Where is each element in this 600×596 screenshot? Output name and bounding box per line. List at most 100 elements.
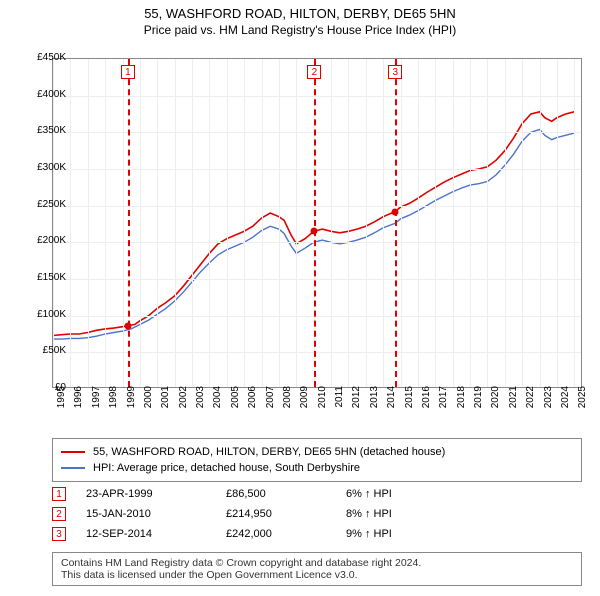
grid-h bbox=[53, 316, 581, 317]
grid-v bbox=[70, 59, 71, 387]
x-tick-label: 2006 bbox=[247, 386, 258, 426]
event-price-2: £214,950 bbox=[226, 508, 346, 520]
event-marker-3: 3 bbox=[52, 527, 66, 541]
x-tick-label: 2012 bbox=[351, 386, 362, 426]
grid-v bbox=[279, 59, 280, 387]
legend-swatch-property bbox=[61, 451, 85, 453]
x-tick-label: 1996 bbox=[73, 386, 84, 426]
grid-v bbox=[540, 59, 541, 387]
grid-v bbox=[557, 59, 558, 387]
x-tick-label: 2002 bbox=[178, 386, 189, 426]
legend-item-property: 55, WASHFORD ROAD, HILTON, DERBY, DE65 5… bbox=[61, 444, 573, 460]
x-tick-label: 2022 bbox=[525, 386, 536, 426]
grid-v bbox=[88, 59, 89, 387]
x-tick-label: 2003 bbox=[195, 386, 206, 426]
legend-label-hpi: HPI: Average price, detached house, Sout… bbox=[93, 462, 360, 474]
x-tick-label: 2013 bbox=[369, 386, 380, 426]
grid-v bbox=[348, 59, 349, 387]
legend-label-property: 55, WASHFORD ROAD, HILTON, DERBY, DE65 5… bbox=[93, 446, 445, 458]
marker-number-box: 2 bbox=[307, 65, 321, 79]
grid-v bbox=[123, 59, 124, 387]
grid-h bbox=[53, 206, 581, 207]
x-tick-label: 2020 bbox=[490, 386, 501, 426]
grid-v bbox=[209, 59, 210, 387]
x-tick-label: 2014 bbox=[386, 386, 397, 426]
grid-v bbox=[574, 59, 575, 387]
event-pct-3: 9% ↑ HPI bbox=[346, 528, 466, 540]
marker-number-box: 3 bbox=[388, 65, 402, 79]
y-tick-label: £400K bbox=[16, 89, 66, 100]
event-price-3: £242,000 bbox=[226, 528, 346, 540]
event-marker-1: 1 bbox=[52, 487, 66, 501]
x-tick-label: 1995 bbox=[56, 386, 67, 426]
x-tick-label: 2024 bbox=[560, 386, 571, 426]
grid-h bbox=[53, 352, 581, 353]
x-tick-label: 2007 bbox=[265, 386, 276, 426]
marker-dot bbox=[392, 208, 399, 215]
grid-v bbox=[453, 59, 454, 387]
footer-box: Contains HM Land Registry data © Crown c… bbox=[52, 552, 582, 586]
x-tick-label: 2021 bbox=[508, 386, 519, 426]
footer-line-1: Contains HM Land Registry data © Crown c… bbox=[61, 557, 573, 569]
grid-v bbox=[470, 59, 471, 387]
x-tick-label: 2009 bbox=[299, 386, 310, 426]
y-tick-label: £250K bbox=[16, 199, 66, 210]
marker-dashed-line bbox=[314, 59, 316, 387]
event-row-1: 1 23-APR-1999 £86,500 6% ↑ HPI bbox=[52, 484, 582, 504]
x-tick-label: 2010 bbox=[317, 386, 328, 426]
event-pct-2: 8% ↑ HPI bbox=[346, 508, 466, 520]
grid-v bbox=[487, 59, 488, 387]
grid-v bbox=[435, 59, 436, 387]
page-root: 55, WASHFORD ROAD, HILTON, DERBY, DE65 5… bbox=[0, 6, 600, 596]
grid-v bbox=[331, 59, 332, 387]
page-title: 55, WASHFORD ROAD, HILTON, DERBY, DE65 5… bbox=[0, 6, 600, 21]
y-tick-label: £150K bbox=[16, 272, 66, 283]
y-tick-label: £450K bbox=[16, 52, 66, 63]
grid-v bbox=[505, 59, 506, 387]
grid-v bbox=[227, 59, 228, 387]
y-tick-label: £350K bbox=[16, 125, 66, 136]
grid-v bbox=[53, 59, 54, 387]
grid-v bbox=[175, 59, 176, 387]
x-tick-label: 2011 bbox=[334, 386, 345, 426]
grid-v bbox=[366, 59, 367, 387]
event-date-3: 12-SEP-2014 bbox=[86, 528, 226, 540]
grid-v bbox=[296, 59, 297, 387]
footer-line-2: This data is licensed under the Open Gov… bbox=[61, 569, 573, 581]
page-subtitle: Price paid vs. HM Land Registry's House … bbox=[0, 23, 600, 37]
x-tick-label: 2015 bbox=[404, 386, 415, 426]
x-tick-label: 2005 bbox=[230, 386, 241, 426]
x-tick-label: 2004 bbox=[212, 386, 223, 426]
grid-v bbox=[157, 59, 158, 387]
grid-h bbox=[53, 279, 581, 280]
x-tick-label: 1999 bbox=[126, 386, 137, 426]
legend-swatch-hpi bbox=[61, 467, 85, 469]
grid-v bbox=[383, 59, 384, 387]
marker-dashed-line bbox=[395, 59, 397, 387]
x-tick-label: 2018 bbox=[456, 386, 467, 426]
event-date-2: 15-JAN-2010 bbox=[86, 508, 226, 520]
event-pct-1: 6% ↑ HPI bbox=[346, 488, 466, 500]
marker-dot bbox=[124, 322, 131, 329]
y-tick-label: £200K bbox=[16, 235, 66, 246]
chart-svg bbox=[53, 59, 583, 389]
grid-h bbox=[53, 169, 581, 170]
x-tick-label: 2017 bbox=[438, 386, 449, 426]
x-tick-label: 2000 bbox=[143, 386, 154, 426]
marker-number-box: 1 bbox=[121, 65, 135, 79]
event-date-1: 23-APR-1999 bbox=[86, 488, 226, 500]
marker-dot bbox=[311, 228, 318, 235]
x-tick-label: 2023 bbox=[543, 386, 554, 426]
x-tick-label: 2008 bbox=[282, 386, 293, 426]
grid-v bbox=[140, 59, 141, 387]
event-price-1: £86,500 bbox=[226, 488, 346, 500]
grid-h bbox=[53, 132, 581, 133]
x-tick-label: 2025 bbox=[577, 386, 588, 426]
legend-box: 55, WASHFORD ROAD, HILTON, DERBY, DE65 5… bbox=[52, 438, 582, 482]
grid-h bbox=[53, 242, 581, 243]
y-tick-label: £100K bbox=[16, 309, 66, 320]
grid-v bbox=[262, 59, 263, 387]
y-tick-label: £50K bbox=[16, 345, 66, 356]
x-tick-label: 1997 bbox=[91, 386, 102, 426]
x-tick-label: 2001 bbox=[160, 386, 171, 426]
